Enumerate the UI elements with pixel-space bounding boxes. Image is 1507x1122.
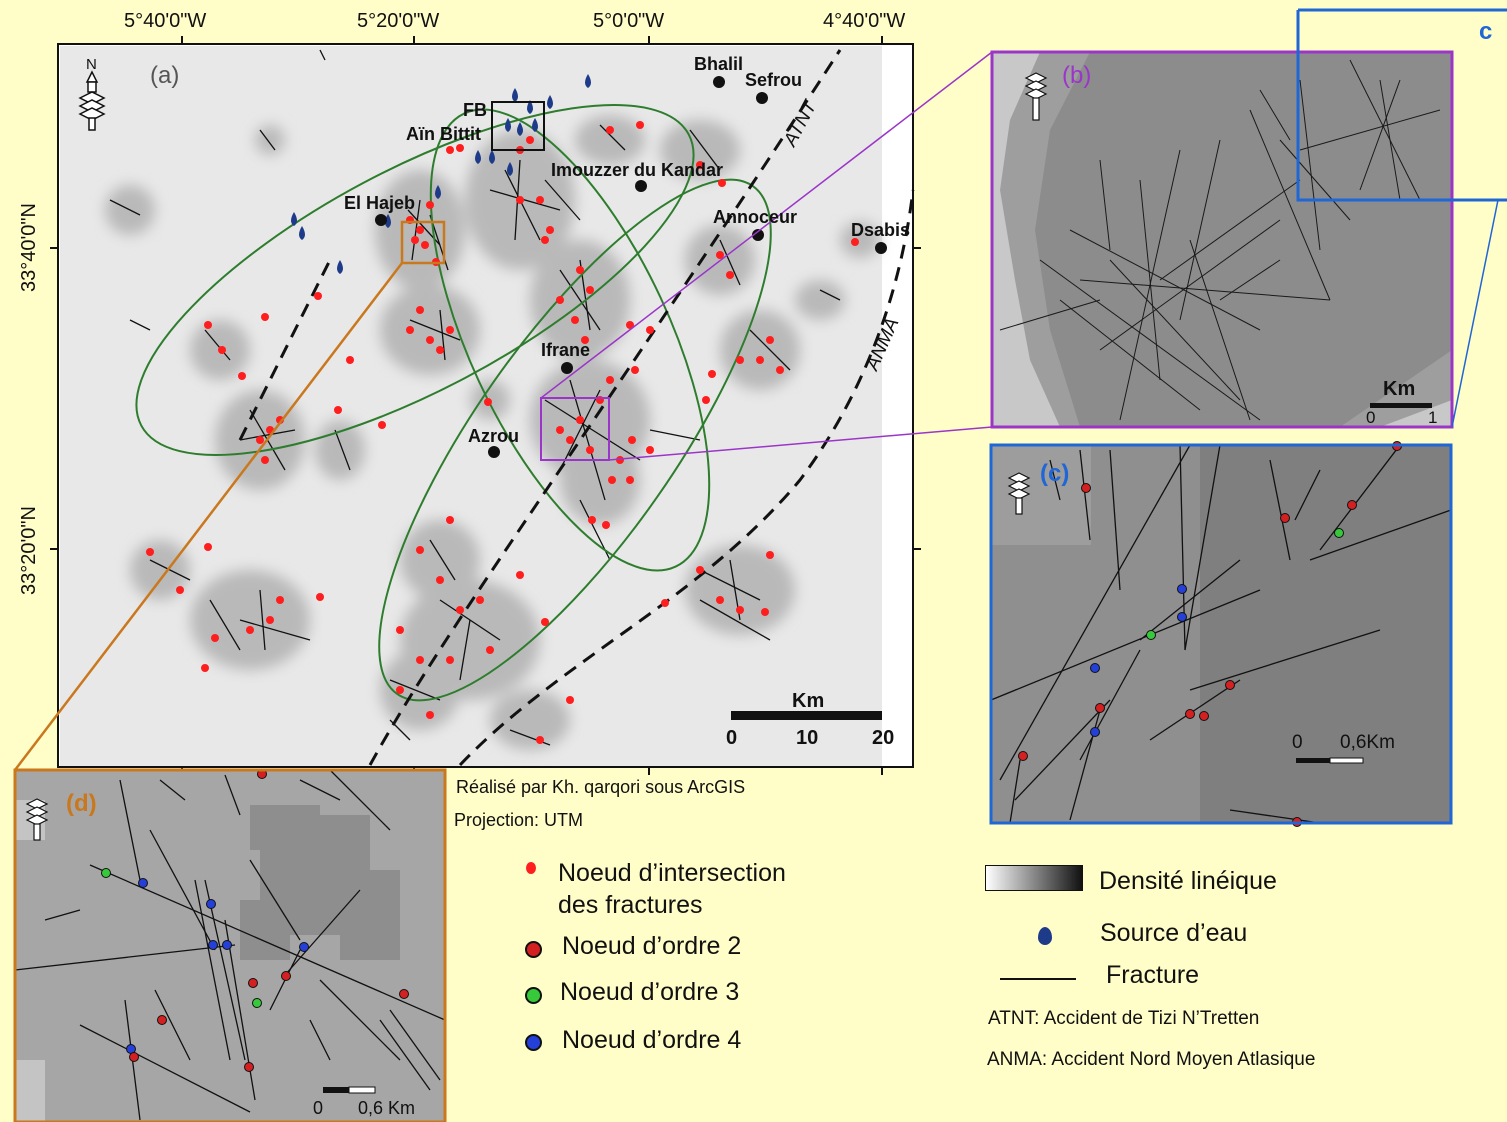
inset-d-scale-1: 0,6 Km (358, 1098, 416, 1118)
inset-d-north-icon (25, 798, 49, 841)
inset-b-scale-unit: Km (1383, 378, 1416, 400)
connector-lines (14, 51, 1499, 771)
north-label-a: N (86, 56, 97, 73)
inset-c-fractures (990, 444, 1452, 824)
density-halos (105, 115, 880, 750)
intersection-nodes-main (146, 121, 859, 744)
inset-d-fractures (14, 769, 446, 1121)
panel-label-c: (c) (1040, 460, 1070, 487)
legend-intersection-line2: des fractures (558, 891, 703, 919)
place-imouzzer: Imouzzer du Kandar (551, 160, 724, 180)
legend-order4: Noeud d’ordre 4 (562, 1026, 742, 1054)
lon-tick-4: 4°40'0"W (823, 10, 906, 32)
fb-box (491, 101, 545, 151)
water-sources-main (291, 74, 591, 274)
order3-node-swatch (525, 987, 542, 1004)
water-drop-icon (1038, 927, 1052, 945)
fracture-line-swatch (1000, 978, 1076, 980)
inset-b-fractures (999, 59, 1441, 421)
main-scale-bar (731, 711, 882, 720)
dashed-faults (238, 49, 915, 767)
inset-d (13, 768, 447, 1122)
legend-density: Densité linéique (1099, 867, 1277, 895)
order4-node-swatch (525, 1034, 542, 1051)
main-map (50, 36, 921, 775)
panel-label-d: (d) (66, 790, 97, 817)
inset-b-extent (540, 397, 610, 461)
inset-d-scale-0: 0 (313, 1098, 324, 1118)
lon-tick-1: 5°40'0"W (124, 10, 207, 32)
place-el-hajeb: El Hajeb (344, 193, 416, 213)
place-annoceur: Annoceur (713, 207, 798, 227)
place-ain-bittit: Aïn Bittit (406, 124, 481, 144)
place-dsabis: Dsabis (851, 220, 911, 240)
place-ifrane: Ifrane (541, 340, 591, 360)
legend-anma-note: ANMA: Accident Nord Moyen Atlasique (987, 1049, 1316, 1070)
place-fb: FB (463, 100, 487, 120)
legend-order3: Noeud d’ordre 3 (560, 978, 740, 1006)
north-arrow-icon (78, 70, 106, 131)
legend-intersection-line1: Noeud d’intersection (558, 859, 786, 887)
order2-node-swatch (525, 941, 542, 958)
scale-label-10: 10 (796, 727, 819, 749)
intersection-node-swatch (526, 862, 536, 874)
density-gradient-swatch (985, 865, 1083, 891)
inset-d-extent (400, 220, 446, 265)
structural-ellipses (135, 104, 772, 702)
town-markers (375, 76, 887, 458)
scale-label-0: 0 (726, 727, 738, 749)
panel-label-a: (a) (150, 62, 180, 89)
inset-b-north-icon (1024, 72, 1048, 121)
legend-atnt-note: ATNT: Accident de Tizi N’Tretten (988, 1008, 1260, 1029)
axis-ticks (50, 36, 921, 775)
lat-tick-1: 33°40'0"N (18, 203, 40, 292)
inset-b (990, 50, 1454, 429)
place-bhalil: Bhalil (694, 54, 744, 74)
legend-order2: Noeud d’ordre 2 (562, 932, 742, 960)
inset-c (989, 441, 1453, 827)
inset-c-scale-0: 0 (1292, 732, 1303, 753)
scale-label-20: 20 (872, 727, 895, 749)
lon-tick-3: 5°0'0"W (593, 10, 665, 32)
inset-b-scale-1: 1 (1428, 408, 1438, 427)
place-sefrou: Sefrou (745, 70, 803, 90)
lon-tick-2: 5°20'0"W (357, 10, 440, 32)
legend-water-source: Source d’eau (1100, 919, 1248, 947)
legend-fracture: Fracture (1106, 961, 1200, 989)
inset-c-outline-label: c (1479, 18, 1493, 45)
lat-tick-2: 33°20'0"N (18, 506, 40, 595)
place-azrou: Azrou (468, 426, 519, 446)
credit-author: Réalisé par Kh. qarqori sous ArcGIS (456, 777, 746, 797)
inset-c-outline (1296, 8, 1507, 202)
inset-c-north-icon (1007, 472, 1031, 515)
credit-projection: Projection: UTM (454, 810, 584, 830)
panel-label-b: (b) (1062, 62, 1092, 89)
inset-c-scale-1: 0,6Km (1340, 732, 1395, 753)
scale-unit-main: Km (792, 690, 825, 712)
inset-b-scale-0: 0 (1366, 408, 1376, 427)
